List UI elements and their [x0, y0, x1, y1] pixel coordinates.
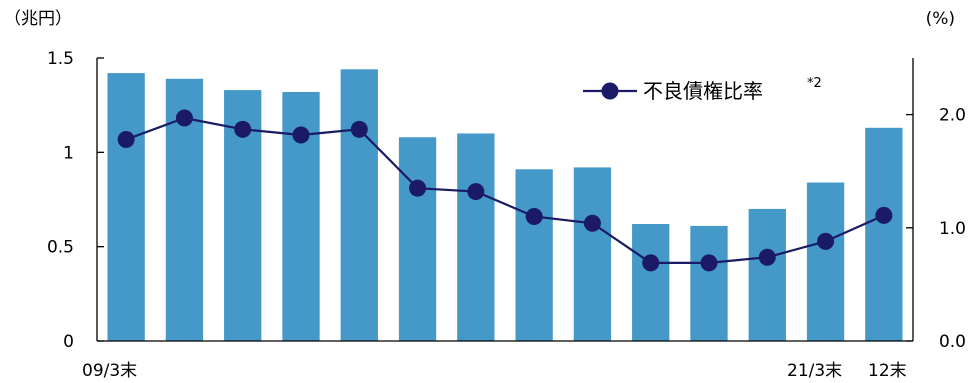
line-point — [525, 207, 543, 225]
left-tick-label: 1.5 — [47, 49, 74, 69]
line-point — [817, 232, 835, 250]
legend-superscript: *2 — [807, 76, 822, 91]
line-point — [117, 131, 135, 149]
line-path — [125, 116, 885, 264]
line-series — [117, 109, 893, 272]
bar — [340, 69, 378, 341]
x-tick-label: 12末 — [868, 361, 907, 381]
line-point — [583, 214, 601, 232]
line-point — [875, 206, 893, 224]
bar — [865, 127, 903, 341]
line-point — [409, 179, 427, 197]
right-tick-label: 1.0 — [939, 219, 966, 239]
legend-marker — [601, 82, 619, 100]
bar — [806, 182, 845, 341]
x-tick-label: 21/3末 — [787, 361, 842, 381]
line-point — [700, 254, 718, 272]
axes — [96, 57, 914, 342]
line-point — [234, 120, 252, 138]
left-tick-label: 1 — [63, 143, 74, 163]
right-axis-unit: (%) — [926, 9, 955, 29]
right-tick-label: 2.0 — [939, 106, 966, 126]
line-point — [350, 120, 368, 138]
legend: 不良債権比率 *2 — [583, 76, 822, 103]
bar — [632, 224, 670, 341]
line-point — [175, 109, 193, 127]
line-point — [642, 254, 660, 272]
x-tick-label: 09/3末 — [82, 361, 137, 381]
bar — [398, 137, 437, 341]
legend-label: 不良債権比率 — [643, 79, 763, 103]
line-point — [758, 248, 776, 266]
bar — [748, 208, 786, 341]
axis-labels: 0 0.5 1 1.5 0.0 1.0 2.0 （兆円） (%) 09/3末 21/3末 12末 — [4, 9, 966, 381]
left-tick-label: 0.5 — [47, 238, 74, 258]
right-tick-label: 0.0 — [939, 332, 966, 352]
bar — [690, 225, 728, 341]
bar — [515, 169, 553, 341]
left-tick-label: 0 — [63, 332, 74, 352]
bar — [573, 167, 612, 341]
line-point — [292, 126, 310, 144]
bar — [107, 73, 145, 342]
bar — [457, 133, 495, 341]
line-point — [467, 183, 485, 201]
left-axis-unit: （兆円） — [4, 9, 72, 29]
